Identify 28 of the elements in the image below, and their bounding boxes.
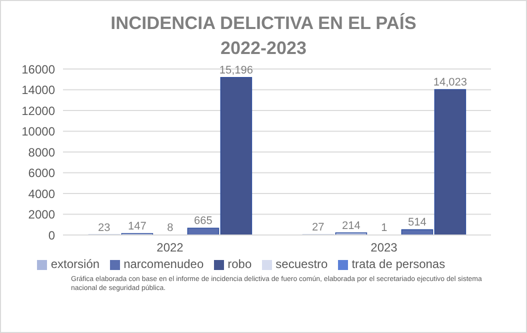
data-label: 8 — [167, 222, 174, 234]
x-tick-label: 2022 — [156, 240, 184, 255]
data-label: 23 — [98, 222, 110, 234]
data-label: 147 — [128, 220, 146, 232]
y-tick-label: 4000 — [28, 186, 56, 201]
y-tick-label: 14000 — [22, 83, 56, 98]
data-label: 14,023 — [433, 76, 468, 89]
y-tick-label: 6000 — [28, 166, 56, 180]
x-tick-label: 2023 — [370, 240, 398, 255]
y-tick-label: 8000 — [28, 145, 56, 160]
legend-label: robo — [228, 257, 252, 271]
y-tick-label: 10000 — [22, 124, 56, 139]
y-tick-label: 16000 — [22, 62, 56, 76]
y-tick-label: 12000 — [22, 104, 56, 118]
chart-title: INCIDENCIA DELICTIVA EN EL PAÍS — [110, 12, 418, 35]
legend-label: narcomenudeo — [124, 257, 204, 271]
data-label: 514 — [408, 216, 426, 229]
data-label: 27 — [312, 222, 324, 234]
y-tick-label: 0 — [48, 228, 56, 242]
legend-label: secuestro — [276, 257, 328, 271]
legend-label: extorsión — [50, 257, 100, 271]
data-label: 15,196 — [219, 64, 254, 76]
data-label: 1 — [381, 222, 388, 234]
chart-subtitle: 2022-2023 — [219, 37, 308, 60]
data-label: 665 — [194, 215, 212, 228]
legend-label: trata de personas — [352, 257, 446, 271]
data-label: 214 — [342, 220, 360, 232]
y-tick-label: 2000 — [28, 208, 56, 222]
